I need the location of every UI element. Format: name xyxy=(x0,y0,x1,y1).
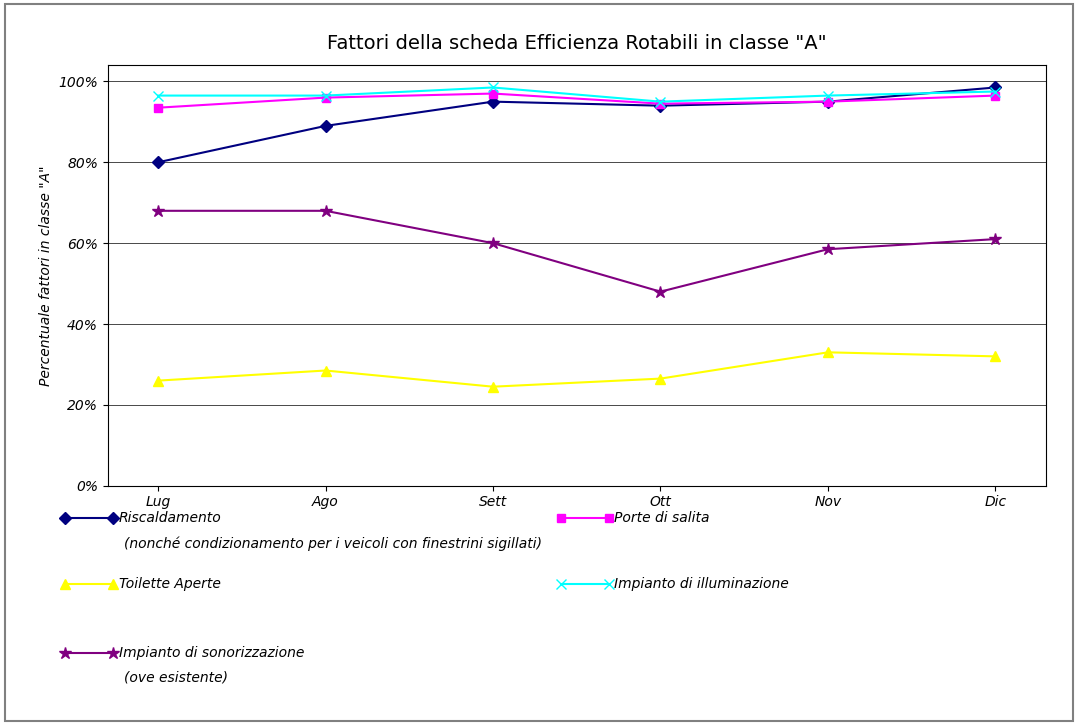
Text: Impianto di sonorizzazione: Impianto di sonorizzazione xyxy=(119,645,304,660)
Y-axis label: Percentuale fattori in classe "A": Percentuale fattori in classe "A" xyxy=(39,165,53,386)
Title: Fattori della scheda Efficienza Rotabili in classe "A": Fattori della scheda Efficienza Rotabili… xyxy=(327,33,827,53)
Text: (ove esistente): (ove esistente) xyxy=(124,671,227,685)
Text: Porte di salita: Porte di salita xyxy=(614,511,710,526)
Text: (nonché condizionamento per i veicoli con finestrini sigillati): (nonché condizionamento per i veicoli co… xyxy=(124,536,542,551)
Text: Impianto di illuminazione: Impianto di illuminazione xyxy=(614,576,789,591)
Text: Toilette Aperte: Toilette Aperte xyxy=(119,576,221,591)
Text: Riscaldamento: Riscaldamento xyxy=(119,511,221,526)
